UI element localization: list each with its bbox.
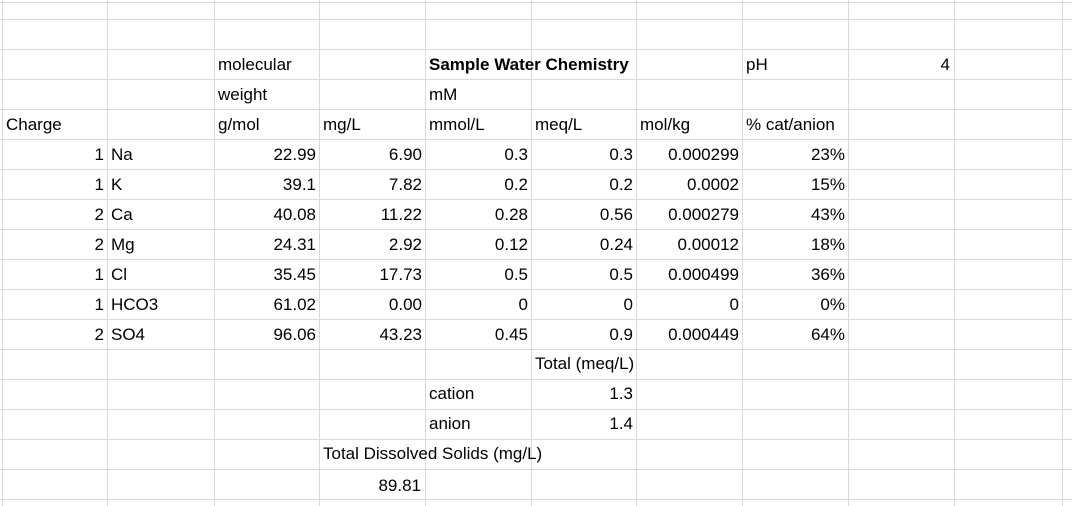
pct-cell[interactable]: 0%	[820, 295, 845, 314]
mmoll-cell[interactable]: 0.28	[494, 205, 528, 224]
mmoll-cell[interactable]: 0	[518, 295, 528, 314]
tds-value[interactable]: 89.81	[378, 476, 421, 495]
meql-cell[interactable]: 0.9	[609, 325, 633, 344]
ion-cell[interactable]: K	[111, 175, 123, 194]
ion-cell[interactable]: Cl	[111, 265, 128, 284]
header-gmol[interactable]: g/mol	[218, 115, 260, 134]
mgl-cell[interactable]: 11.22	[380, 205, 422, 224]
charge-cell[interactable]: 1	[94, 295, 104, 314]
molkg-cell[interactable]: 0.000449	[668, 325, 739, 344]
charge-cell[interactable]: 1	[94, 175, 104, 194]
pct-cell[interactable]: 64%	[810, 325, 845, 344]
molkg-cell[interactable]: 0.00012	[677, 235, 739, 254]
header-mgl[interactable]: mg/L	[323, 115, 361, 134]
anion-label[interactable]: anion	[429, 414, 471, 433]
ion-cell[interactable]: HCO3	[111, 295, 159, 314]
mgl-cell[interactable]: 43.23	[379, 325, 422, 344]
mw-cell[interactable]: 61.02	[273, 295, 316, 314]
meql-cell[interactable]: 0.3	[609, 145, 633, 164]
molkg-cell[interactable]: 0.000299	[668, 145, 739, 164]
header-pct[interactable]: % cat/anion	[746, 115, 835, 134]
ph-label[interactable]: pH	[746, 55, 768, 74]
header-mm[interactable]: mM	[429, 85, 458, 104]
charge-cell[interactable]: 1	[94, 145, 104, 164]
molkg-cell[interactable]: 0.000279	[668, 205, 739, 224]
mmoll-cell[interactable]: 0.45	[494, 325, 528, 344]
cation-value[interactable]: 1.3	[609, 384, 633, 403]
ion-cell[interactable]: Na	[111, 145, 133, 164]
mw-cell[interactable]: 35.45	[273, 265, 316, 284]
molkg-cell[interactable]: 0.0002	[687, 175, 739, 194]
pct-cell[interactable]: 23%	[810, 145, 845, 164]
pct-cell[interactable]: 43%	[810, 205, 845, 224]
molkg-cell[interactable]: 0	[729, 295, 739, 314]
pct-cell[interactable]: 18%	[810, 235, 845, 254]
mgl-cell[interactable]: 7.82	[388, 175, 422, 194]
charge-cell[interactable]: 2	[94, 205, 104, 224]
meql-cell[interactable]: 0.5	[609, 265, 633, 284]
charge-cell[interactable]: 2	[94, 325, 104, 344]
header-charge[interactable]: Charge	[6, 115, 62, 134]
ph-value[interactable]: 4	[940, 55, 950, 74]
mmoll-cell[interactable]: 0.2	[504, 175, 528, 194]
meql-cell[interactable]: 0.24	[599, 235, 633, 254]
mmoll-cell[interactable]: 0.5	[504, 265, 528, 284]
header-molkg[interactable]: mol/kg	[640, 115, 691, 134]
mw-cell[interactable]: 24.31	[273, 235, 316, 254]
pct-cell[interactable]: 15%	[810, 175, 845, 194]
ion-cell[interactable]: SO4	[111, 325, 146, 344]
mgl-cell[interactable]: 17.73	[379, 265, 422, 284]
charge-cell[interactable]: 1	[94, 265, 104, 284]
pct-cell[interactable]: 36%	[810, 265, 845, 284]
header-mmoll[interactable]: mmol/L	[429, 115, 485, 134]
mgl-cell[interactable]: 0.00	[388, 295, 422, 314]
mgl-cell[interactable]: 6.90	[388, 145, 422, 164]
mw-cell[interactable]: 96.06	[273, 325, 316, 344]
cation-label[interactable]: cation	[429, 384, 475, 403]
mw-cell[interactable]: 22.99	[273, 145, 316, 164]
meql-cell[interactable]: 0	[623, 295, 633, 314]
molkg-cell[interactable]: 0.000499	[668, 265, 739, 284]
header-weight[interactable]: weight	[218, 85, 268, 104]
ion-cell[interactable]: Ca	[111, 205, 133, 224]
mw-cell[interactable]: 40.08	[273, 205, 316, 224]
anion-value[interactable]: 1.4	[609, 414, 633, 433]
mmoll-cell[interactable]: 0.3	[504, 145, 528, 164]
tds-label[interactable]: Total Dissolved Solids (mg/L)	[323, 444, 543, 463]
header-molecular[interactable]: molecular	[218, 55, 292, 74]
meql-cell[interactable]: 0.2	[609, 175, 633, 194]
mw-cell[interactable]: 39.1	[282, 175, 316, 194]
meql-cell[interactable]: 0.56	[599, 205, 633, 224]
header-meql[interactable]: meq/L	[535, 115, 583, 134]
charge-cell[interactable]: 2	[94, 235, 104, 254]
mgl-cell[interactable]: 2.92	[388, 235, 422, 254]
total-meq-label[interactable]: Total (meq/L)	[535, 354, 635, 373]
sheet-title[interactable]: Sample Water Chemistry	[429, 55, 629, 74]
mmoll-cell[interactable]: 0.12	[494, 235, 528, 254]
ion-cell[interactable]: Mg	[111, 235, 135, 254]
